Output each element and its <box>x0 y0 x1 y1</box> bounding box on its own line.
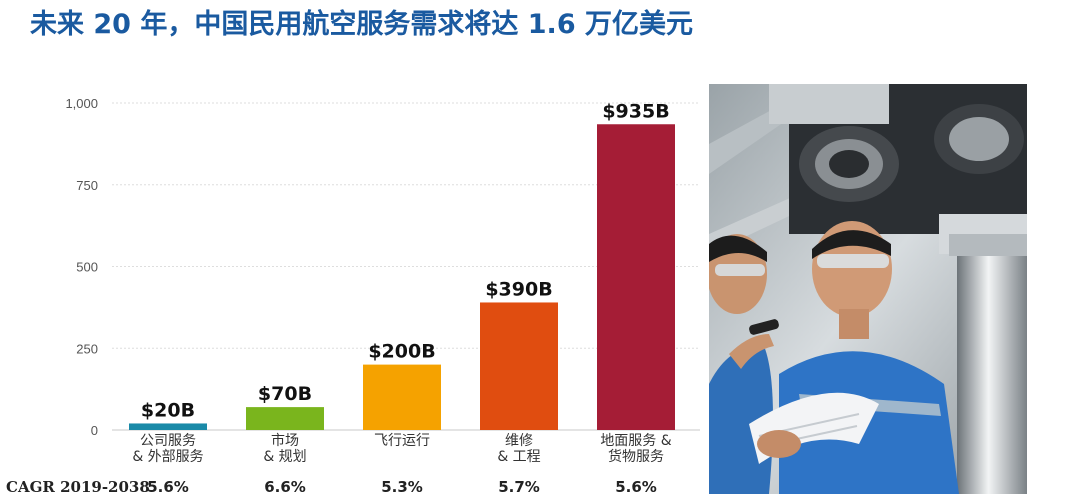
cagr-value: 5.3% <box>381 478 423 496</box>
bar <box>363 364 441 430</box>
value-label: $935B <box>602 100 669 122</box>
value-label: $20B <box>141 399 195 421</box>
y-tick-label: 500 <box>76 260 98 275</box>
category-label: 公司服务& 外部服务 <box>132 433 203 465</box>
y-tick-label: 1,000 <box>65 96 98 111</box>
technicians-photo <box>709 84 1027 494</box>
cagr-value: 6.6% <box>264 478 306 496</box>
value-labels: $20B $70B $200B $390B $935B <box>141 100 670 421</box>
y-tick-label: 250 <box>76 341 98 356</box>
value-label: $390B <box>485 278 552 300</box>
y-tick-label: 0 <box>91 423 98 438</box>
cagr-value: 5.7% <box>498 478 540 496</box>
category-label: 维修& 工程 <box>497 433 540 465</box>
page-title: 未来 20 年，中国民用航空服务需求将达 1.6 万亿美元 <box>30 9 694 40</box>
bar <box>597 124 675 430</box>
cagr-value: 5.6% <box>147 478 189 496</box>
category-label: 飞行运行 <box>374 433 430 449</box>
bar <box>129 423 207 430</box>
bars <box>129 124 675 430</box>
category-label: 市场& 规划 <box>263 432 306 465</box>
category-label: 地面服务 &货物服务 <box>600 433 671 465</box>
value-label: $70B <box>258 383 312 405</box>
y-axis: 0 250 500 750 1,000 <box>65 96 98 438</box>
bar <box>246 407 324 430</box>
cagr-value: 5.6% <box>615 478 657 496</box>
y-tick-label: 750 <box>76 178 98 193</box>
cagr-row: CAGR 2019-2038 5.6% 6.6% 5.3% 5.7% 5.6% <box>6 478 657 496</box>
cagr-label: CAGR 2019-2038 <box>6 478 150 496</box>
bar <box>480 302 558 430</box>
value-label: $200B <box>368 341 435 363</box>
category-labels: 公司服务& 外部服务 市场& 规划 飞行运行 维修& 工程 地面服务 &货物服务 <box>132 432 671 465</box>
